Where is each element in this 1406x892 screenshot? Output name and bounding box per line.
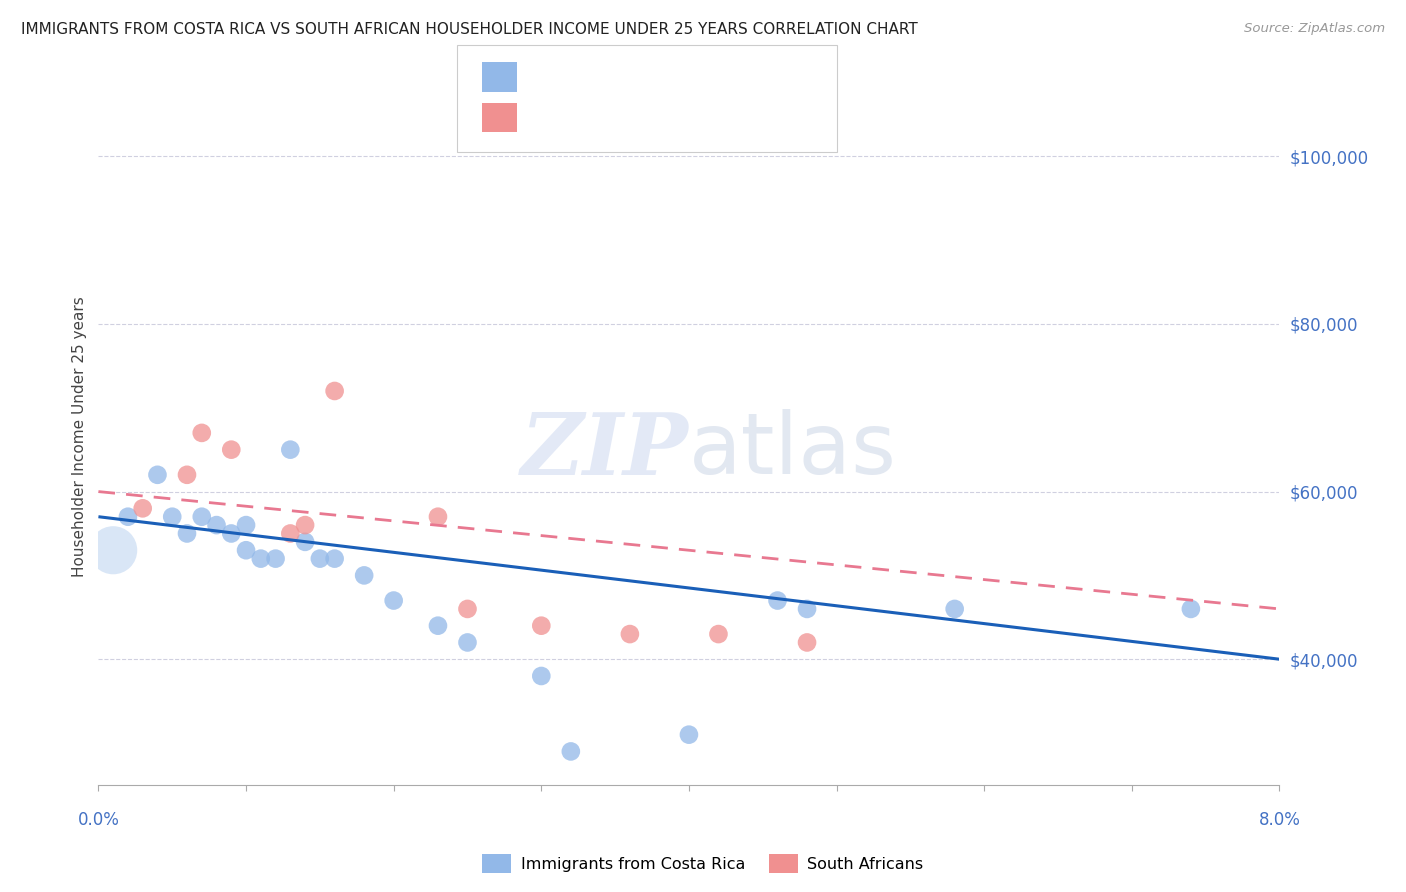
Point bbox=[323, 551, 346, 566]
Point bbox=[294, 534, 316, 549]
Point bbox=[323, 384, 346, 398]
Text: R =: R = bbox=[529, 101, 565, 120]
Point bbox=[530, 669, 553, 683]
Point bbox=[707, 627, 730, 641]
Point bbox=[117, 509, 139, 524]
Point bbox=[278, 526, 302, 541]
Point bbox=[176, 467, 198, 482]
Point bbox=[943, 602, 966, 616]
Point bbox=[191, 509, 214, 524]
Point bbox=[250, 551, 273, 566]
Text: N =: N = bbox=[624, 61, 676, 79]
Point bbox=[619, 627, 641, 641]
Point bbox=[456, 602, 478, 616]
Text: 14: 14 bbox=[666, 101, 689, 120]
Point bbox=[678, 728, 700, 742]
Y-axis label: Householder Income Under 25 years: Householder Income Under 25 years bbox=[72, 297, 87, 577]
Point bbox=[766, 593, 789, 607]
Point bbox=[176, 526, 198, 541]
Legend: Immigrants from Costa Rica, South Africans: Immigrants from Costa Rica, South Africa… bbox=[477, 847, 929, 880]
Text: -0.328: -0.328 bbox=[560, 101, 619, 120]
Text: R =: R = bbox=[529, 61, 565, 79]
Text: N =: N = bbox=[624, 101, 676, 120]
Point bbox=[456, 635, 478, 649]
Point bbox=[426, 509, 449, 524]
Text: 8.0%: 8.0% bbox=[1258, 811, 1301, 829]
Point bbox=[353, 568, 375, 582]
Point bbox=[308, 551, 332, 566]
Point bbox=[146, 467, 169, 482]
Text: -0.237: -0.237 bbox=[560, 61, 619, 79]
Point bbox=[278, 442, 302, 457]
Text: atlas: atlas bbox=[689, 409, 897, 492]
Point bbox=[191, 425, 214, 440]
Point bbox=[235, 518, 257, 533]
Point bbox=[162, 509, 183, 524]
Point bbox=[796, 635, 818, 649]
Text: ZIP: ZIP bbox=[522, 409, 689, 492]
Point bbox=[1180, 602, 1202, 616]
Point bbox=[264, 551, 287, 566]
Point bbox=[103, 543, 125, 558]
Point bbox=[235, 543, 257, 558]
Text: IMMIGRANTS FROM COSTA RICA VS SOUTH AFRICAN HOUSEHOLDER INCOME UNDER 25 YEARS CO: IMMIGRANTS FROM COSTA RICA VS SOUTH AFRI… bbox=[21, 22, 918, 37]
Point bbox=[426, 618, 449, 632]
Point bbox=[560, 744, 582, 758]
Point bbox=[205, 518, 228, 533]
Text: 26: 26 bbox=[666, 61, 689, 79]
Point bbox=[530, 618, 553, 632]
Point bbox=[219, 442, 242, 457]
Text: 0.0%: 0.0% bbox=[77, 811, 120, 829]
Point bbox=[219, 526, 242, 541]
Point bbox=[382, 593, 405, 607]
Point bbox=[796, 602, 818, 616]
Point bbox=[132, 501, 155, 516]
Point bbox=[294, 518, 316, 533]
Text: Source: ZipAtlas.com: Source: ZipAtlas.com bbox=[1244, 22, 1385, 36]
